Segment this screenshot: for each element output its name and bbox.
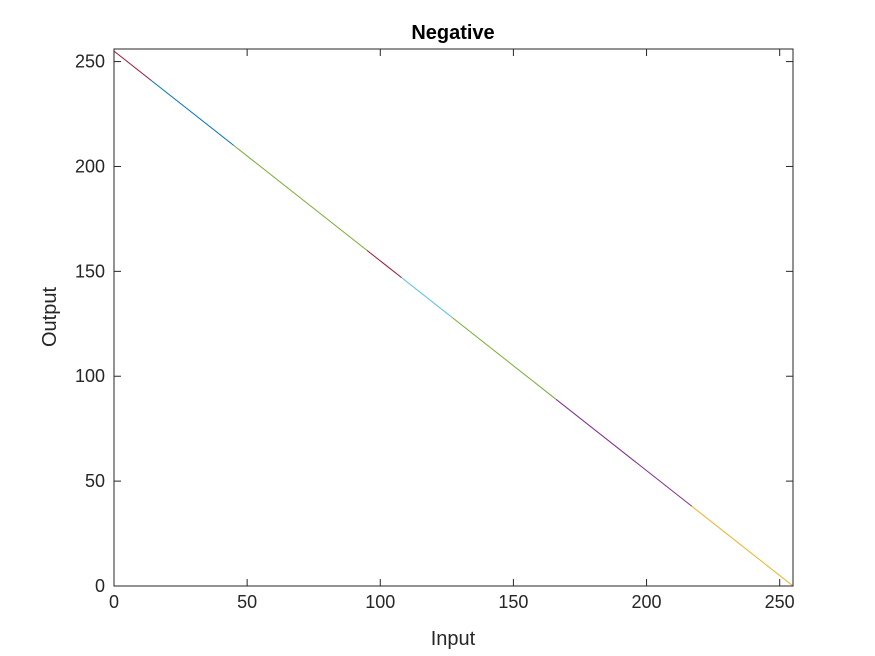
y-tick-label-200: 200 [75, 156, 105, 176]
series-segment-4 [366, 249, 402, 279]
x-axis-label: Input [431, 628, 476, 650]
y-tick-label-50: 50 [85, 471, 105, 491]
series-segment-5 [401, 277, 453, 318]
x-tick-label-50: 50 [237, 592, 257, 612]
tick-layer: 0 50 100 150 200 250 0 50 100 150 200 250 [75, 49, 795, 612]
y-tick-label-0: 0 [95, 576, 105, 596]
y-tick-label-150: 150 [75, 261, 105, 281]
axes-box [113, 48, 794, 587]
series-segment-7 [555, 398, 693, 507]
chart-title: Negative [411, 22, 494, 44]
series-segment-1 [113, 50, 152, 81]
series-layer [113, 50, 794, 587]
x-tick-label-150: 150 [498, 592, 528, 612]
series-segment-3 [233, 145, 368, 251]
y-tick-label-250: 250 [75, 52, 105, 72]
series-segment-6 [451, 317, 557, 400]
x-tick-label-250: 250 [765, 592, 795, 612]
x-tick-label-200: 200 [632, 592, 662, 612]
y-axis-label: Output [39, 287, 61, 347]
x-tick-label-0: 0 [109, 592, 119, 612]
y-tick-label-100: 100 [75, 366, 105, 386]
series-segment-2 [150, 80, 235, 146]
series-segment-8 [691, 505, 794, 587]
x-tick-label-100: 100 [365, 592, 395, 612]
